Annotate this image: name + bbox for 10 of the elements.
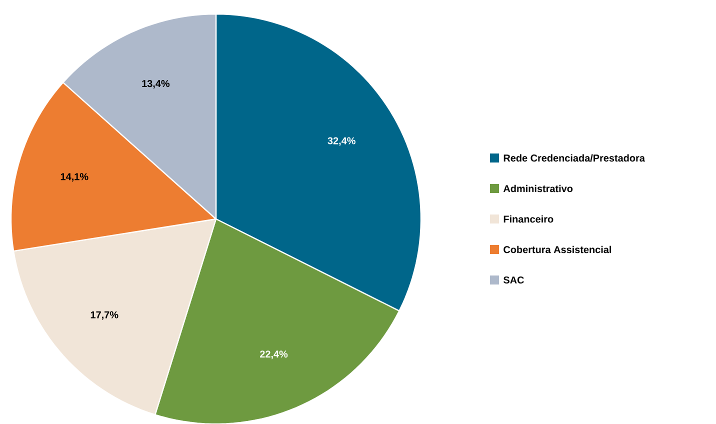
legend-label: SAC — [503, 276, 524, 284]
data-label: 32,4% — [328, 137, 356, 146]
data-label: 17,7% — [90, 311, 118, 320]
legend-label: Cobertura Assistencial — [504, 246, 611, 254]
legend-label: Rede Credenciada/Prestadora — [504, 154, 646, 162]
legend-label: Financeiro — [504, 215, 554, 223]
data-label: 14,1% — [60, 173, 88, 182]
legend-label: Administrativo — [503, 184, 573, 192]
data-label: 22,4% — [260, 350, 288, 360]
data-label: 13,4% — [142, 80, 170, 89]
